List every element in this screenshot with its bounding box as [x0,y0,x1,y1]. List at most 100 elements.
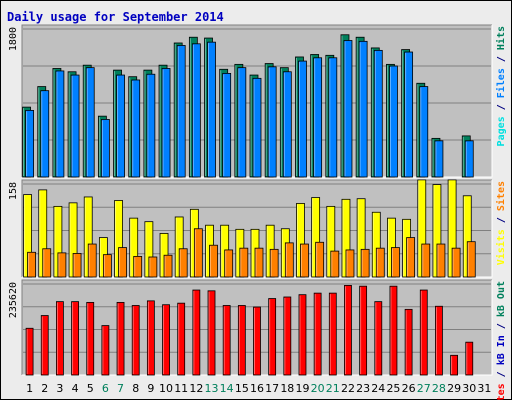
bar [464,140,474,178]
bar [209,244,218,278]
bar [27,251,36,278]
bar [237,305,246,376]
bar [25,110,34,178]
x-tick-label: 11 [174,382,188,395]
bar [237,67,247,178]
panel-2: 158 Visits / Sites [8,179,507,278]
bar [328,292,337,376]
legend-entry: Pages [496,116,507,146]
x-tick-label: 12 [189,382,203,395]
bar [345,249,355,278]
x-tick-label: 31 [477,382,491,395]
bar [360,248,370,278]
bar [133,255,143,278]
bar [222,73,232,178]
bar [40,90,50,178]
bar [131,305,140,376]
bar [162,304,170,376]
x-tick-label: 28 [432,382,446,395]
x-tick-label: 23 [356,382,370,395]
y-max-label: 1800 [8,27,19,51]
x-tick-label: 21 [326,382,340,395]
legend-entry: Visits [495,229,507,265]
bar [391,247,400,278]
bar [116,74,125,178]
legend-entry: / [496,98,507,116]
bar [40,315,49,376]
legend-entry: kB In [496,335,507,365]
bar [55,70,65,178]
bar [192,289,201,376]
legend-entry: / [496,317,507,335]
bar [72,253,82,278]
bar [222,305,231,376]
x-tick-label: 29 [447,382,461,395]
bar [435,305,443,376]
x-tick-label: 25 [386,382,400,395]
bar [450,354,458,376]
legend-entry: KBytes [496,383,507,400]
plot-border-dark [21,179,492,277]
bar [163,254,173,278]
bar [374,301,383,376]
plot-border-dark [21,24,492,177]
x-tick-label: 8 [132,382,139,395]
x-tick-label: 4 [72,382,79,395]
series-legend: Pages / Files / Hits [495,26,507,146]
bar [375,247,385,278]
bar [100,119,110,178]
bar [313,292,322,376]
x-tick-label: 30 [462,382,476,395]
x-tick-label: 24 [371,382,385,395]
bar [344,284,352,376]
bar [358,40,368,178]
bar [451,247,461,278]
x-tick-label: 1 [26,382,33,395]
bar [282,71,292,178]
bar [56,301,64,376]
bar [86,301,95,376]
bar [315,241,325,278]
bar [465,341,474,376]
y-max-label: 158 [8,182,19,200]
bar [57,252,67,278]
bar [207,41,216,178]
bar [42,248,52,278]
chart-title: Daily usage for September 2014 [7,10,224,24]
series-legend: KBytes / kB In / kB Out [496,281,507,400]
legend-entry: kB Out [496,281,507,317]
bar [389,65,398,178]
bar [254,247,264,278]
series-legend: Visits / Sites [495,181,507,265]
bar [419,86,429,178]
bar [269,248,279,278]
legend-entry: Hits [495,26,507,50]
legend-entry: / [496,365,507,383]
bar [71,301,79,376]
bar [434,140,444,178]
bar [436,243,446,278]
bar [300,243,309,278]
panel-1: 1800 Pages / Files / Hits [8,24,507,178]
x-tick-label: 14 [220,382,234,395]
bar [178,248,188,278]
bar [191,43,201,178]
x-tick-label: 26 [402,382,416,395]
bar [239,247,249,278]
bar [118,247,127,278]
x-tick-label: 6 [102,382,109,395]
x-tick-label: 15 [235,382,249,395]
bar [207,290,216,376]
panel-3: 235620KBytes / kB In / kB Out [8,279,507,400]
legend-entry: / [496,211,507,229]
bar [87,243,97,278]
x-tick-label: 17 [265,382,279,395]
bar [404,51,414,178]
bar [224,249,234,278]
bar [253,306,261,376]
bar [359,285,368,376]
bar [298,60,307,178]
bar [404,308,413,376]
bar [419,289,428,376]
bar [313,57,323,178]
